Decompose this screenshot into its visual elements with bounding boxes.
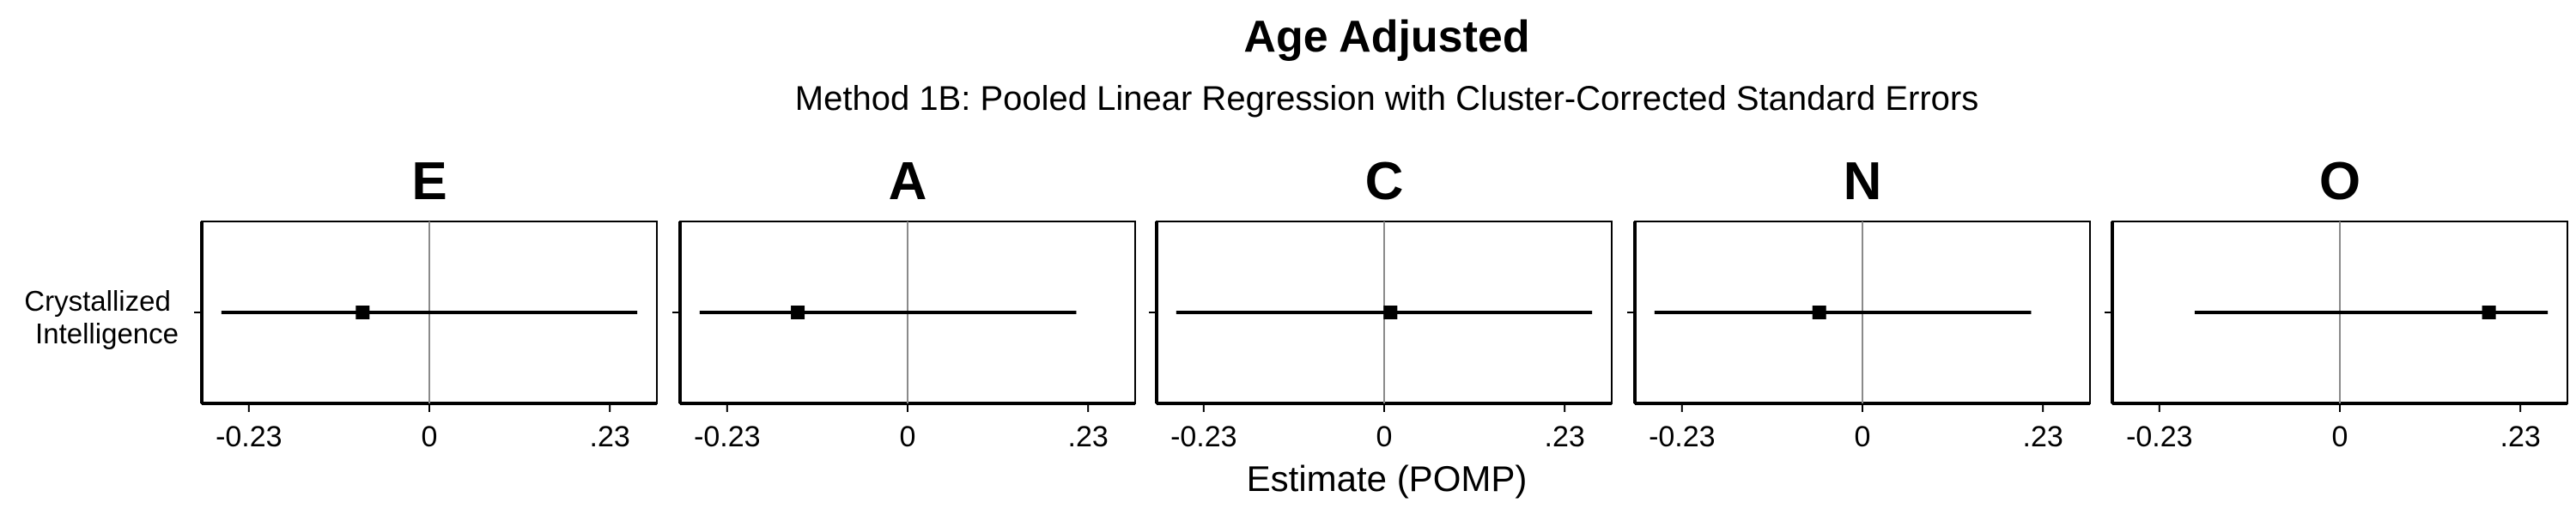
panel-C: C -0.23 0 .23	[1149, 152, 1613, 453]
x-tick-label-C-1: 0	[1376, 421, 1393, 453]
x-tick-label-C-2: .23	[1545, 421, 1585, 453]
x-tick-label-E-0: -0.23	[216, 421, 283, 453]
facet-label-N: N	[1844, 152, 1882, 211]
x-tick-label-N-0: -0.23	[1649, 421, 1716, 453]
estimate-point-N	[1812, 306, 1826, 319]
facet-label-E: E	[411, 152, 447, 211]
estimate-point-E	[355, 306, 370, 319]
chart-subtitle: Method 1B: Pooled Linear Regression with…	[795, 80, 1978, 118]
panel-O: O -0.23 0 .23	[2105, 152, 2568, 453]
chart-title: Age Adjusted	[1243, 12, 1529, 62]
facet-label-O: O	[2319, 152, 2360, 211]
facet-label-A: A	[889, 152, 927, 211]
estimate-point-C	[1383, 306, 1398, 319]
panel-N: N -0.23 0 .23	[1627, 152, 2091, 453]
x-tick-label-A-0: -0.23	[694, 421, 761, 453]
panel-E: E -0.23 0 .23	[194, 152, 658, 453]
y-category-label-line-2: Intelligence	[35, 318, 179, 349]
x-tick-label-O-0: -0.23	[2126, 421, 2193, 453]
facet-label-C: C	[1365, 152, 1404, 211]
y-category-label-line-1: Crystallized	[24, 285, 171, 317]
x-tick-label-A-2: .23	[1068, 421, 1109, 453]
estimate-point-O	[2482, 306, 2496, 319]
y-category-label: Crystallized Intelligence	[24, 285, 179, 349]
x-tick-label-N-1: 0	[1855, 421, 1871, 453]
facet-panels: E -0.23 0 .23 A -0.23 0 .23 C -0.23 0 .23 N -0.23 0 .23…	[194, 152, 2568, 453]
x-tick-label-A-1: 0	[900, 421, 916, 453]
x-tick-label-E-1: 0	[422, 421, 438, 453]
x-tick-label-N-2: .23	[2023, 421, 2063, 453]
x-tick-label-O-2: .23	[2500, 421, 2541, 453]
x-tick-label-E-2: .23	[590, 421, 630, 453]
x-axis-title: Estimate (POMP)	[1247, 458, 1528, 499]
x-tick-label-C-0: -0.23	[1170, 421, 1237, 453]
estimate-point-A	[791, 306, 805, 319]
panel-A: A -0.23 0 .23	[672, 152, 1136, 453]
x-tick-label-O-1: 0	[2332, 421, 2348, 453]
